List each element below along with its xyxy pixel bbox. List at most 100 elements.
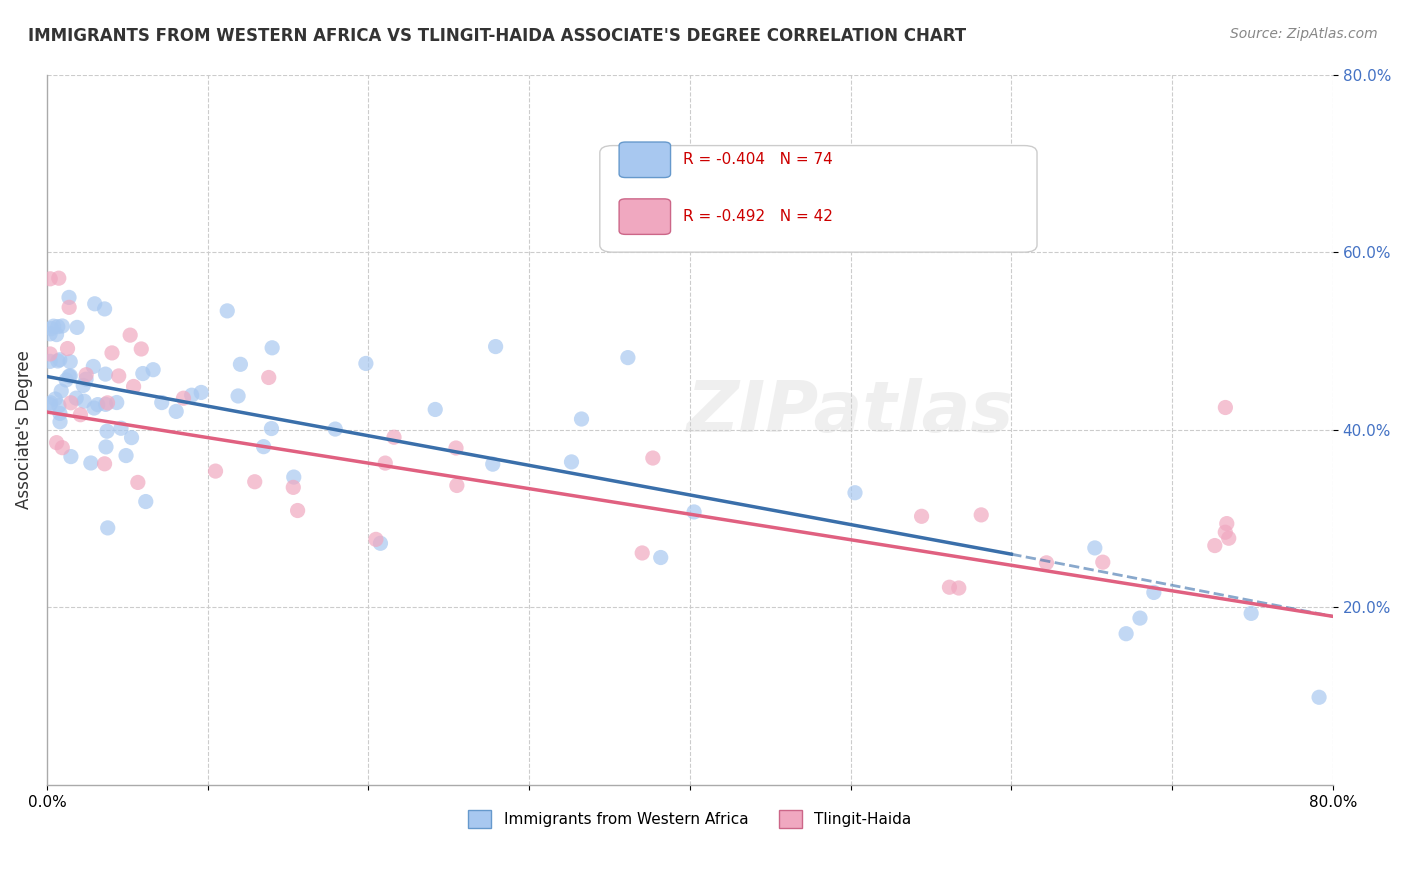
- Immigrants from Western Africa: [135, 494, 157, 508]
- Immigrants from Western Africa: [75, 372, 97, 386]
- Tlingit-Haida: [283, 480, 305, 494]
- Immigrants from Western Africa: [683, 505, 706, 519]
- Tlingit-Haida: [1215, 401, 1237, 415]
- Tlingit-Haida: [107, 368, 129, 383]
- Immigrants from Western Africa: [58, 290, 80, 304]
- Tlingit-Haida: [39, 347, 62, 361]
- Immigrants from Western Africa: [252, 440, 274, 454]
- Immigrants from Western Africa: [72, 378, 94, 392]
- Tlingit-Haida: [444, 441, 467, 455]
- Immigrants from Western Africa: [283, 470, 305, 484]
- Immigrants from Western Africa: [42, 319, 65, 334]
- FancyBboxPatch shape: [619, 142, 671, 178]
- Immigrants from Western Africa: [370, 536, 392, 550]
- Immigrants from Western Africa: [115, 449, 138, 463]
- Tlingit-Haida: [243, 475, 266, 489]
- Immigrants from Western Africa: [39, 326, 62, 341]
- Immigrants from Western Africa: [132, 367, 155, 381]
- Immigrants from Western Africa: [323, 422, 346, 436]
- Tlingit-Haida: [938, 580, 960, 594]
- Immigrants from Western Africa: [39, 398, 62, 412]
- Tlingit-Haida: [910, 509, 932, 524]
- Immigrants from Western Africa: [58, 369, 80, 384]
- Tlingit-Haida: [1213, 525, 1236, 540]
- Tlingit-Haida: [96, 396, 118, 410]
- Immigrants from Western Africa: [80, 456, 103, 470]
- Tlingit-Haida: [374, 456, 396, 470]
- Immigrants from Western Africa: [180, 388, 202, 402]
- Immigrants from Western Africa: [1129, 611, 1152, 625]
- FancyBboxPatch shape: [600, 145, 1038, 252]
- Text: R = -0.404   N = 74: R = -0.404 N = 74: [683, 153, 834, 168]
- Legend: Immigrants from Western Africa, Tlingit-Haida: Immigrants from Western Africa, Tlingit-…: [463, 804, 917, 834]
- Text: Source: ZipAtlas.com: Source: ZipAtlas.com: [1230, 27, 1378, 41]
- Tlingit-Haida: [39, 272, 62, 286]
- Immigrants from Western Africa: [1240, 607, 1263, 621]
- Immigrants from Western Africa: [51, 318, 73, 333]
- Tlingit-Haida: [257, 370, 280, 384]
- Tlingit-Haida: [970, 508, 993, 522]
- Tlingit-Haida: [204, 464, 226, 478]
- Immigrants from Western Africa: [121, 431, 143, 445]
- Immigrants from Western Africa: [844, 485, 866, 500]
- Immigrants from Western Africa: [560, 455, 582, 469]
- Tlingit-Haida: [1091, 555, 1114, 569]
- Immigrants from Western Africa: [46, 319, 69, 334]
- Tlingit-Haida: [45, 435, 67, 450]
- Immigrants from Western Africa: [65, 391, 87, 405]
- Text: IMMIGRANTS FROM WESTERN AFRICA VS TLINGIT-HAIDA ASSOCIATE'S DEGREE CORRELATION C: IMMIGRANTS FROM WESTERN AFRICA VS TLINGI…: [28, 27, 966, 45]
- Immigrants from Western Africa: [260, 421, 283, 435]
- Immigrants from Western Africa: [571, 412, 593, 426]
- Text: R = -0.492   N = 42: R = -0.492 N = 42: [683, 209, 834, 224]
- Tlingit-Haida: [1216, 516, 1239, 531]
- Immigrants from Western Africa: [93, 301, 115, 316]
- Immigrants from Western Africa: [49, 406, 72, 420]
- Tlingit-Haida: [1204, 539, 1226, 553]
- Tlingit-Haida: [382, 430, 405, 444]
- Immigrants from Western Africa: [49, 352, 72, 367]
- Immigrants from Western Africa: [165, 404, 187, 418]
- Immigrants from Western Africa: [51, 384, 73, 398]
- Immigrants from Western Africa: [226, 389, 249, 403]
- Immigrants from Western Africa: [96, 424, 118, 438]
- Tlingit-Haida: [1035, 556, 1057, 570]
- Tlingit-Haida: [93, 457, 115, 471]
- Immigrants from Western Africa: [190, 385, 212, 400]
- Immigrants from Western Africa: [617, 351, 640, 365]
- Tlingit-Haida: [127, 475, 149, 490]
- Immigrants from Western Africa: [87, 398, 110, 412]
- Tlingit-Haida: [56, 342, 79, 356]
- Tlingit-Haida: [122, 379, 145, 393]
- FancyBboxPatch shape: [619, 199, 671, 235]
- Immigrants from Western Africa: [49, 415, 72, 429]
- Immigrants from Western Africa: [142, 362, 165, 376]
- Tlingit-Haida: [69, 408, 91, 422]
- Immigrants from Western Africa: [59, 450, 82, 464]
- Immigrants from Western Africa: [1115, 626, 1137, 640]
- Immigrants from Western Africa: [39, 354, 62, 368]
- Tlingit-Haida: [287, 503, 309, 517]
- Immigrants from Western Africa: [1143, 585, 1166, 599]
- Immigrants from Western Africa: [484, 340, 506, 354]
- Tlingit-Haida: [51, 441, 73, 455]
- Immigrants from Western Africa: [59, 368, 82, 383]
- Immigrants from Western Africa: [39, 396, 62, 410]
- Immigrants from Western Africa: [39, 321, 62, 335]
- Tlingit-Haida: [446, 478, 468, 492]
- Immigrants from Western Africa: [262, 341, 284, 355]
- Immigrants from Western Africa: [425, 402, 447, 417]
- Immigrants from Western Africa: [94, 397, 117, 411]
- Immigrants from Western Africa: [83, 297, 105, 311]
- Immigrants from Western Africa: [1084, 541, 1107, 555]
- Tlingit-Haida: [48, 271, 70, 285]
- Immigrants from Western Africa: [83, 401, 105, 415]
- Tlingit-Haida: [948, 581, 970, 595]
- Tlingit-Haida: [1218, 531, 1240, 545]
- Tlingit-Haida: [75, 368, 97, 382]
- Immigrants from Western Africa: [110, 421, 132, 435]
- Immigrants from Western Africa: [354, 356, 377, 370]
- Y-axis label: Associate's Degree: Associate's Degree: [15, 351, 32, 509]
- Tlingit-Haida: [101, 346, 124, 360]
- Tlingit-Haida: [631, 546, 654, 560]
- Immigrants from Western Africa: [44, 392, 66, 406]
